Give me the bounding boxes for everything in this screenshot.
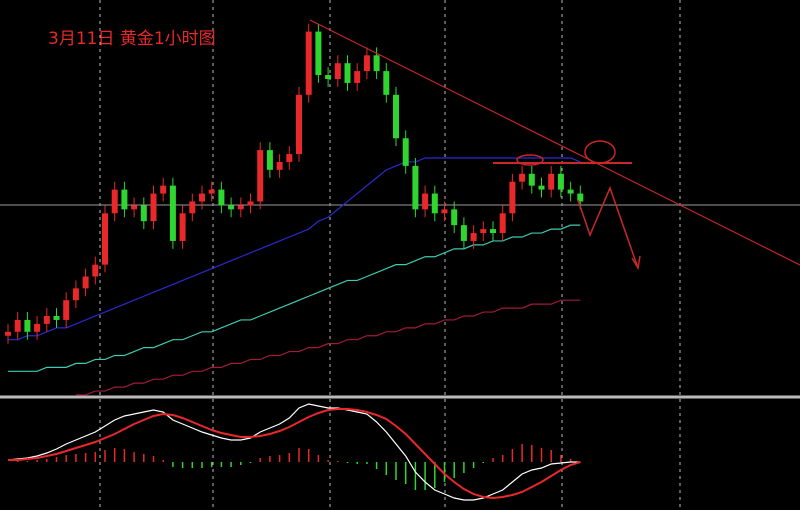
candle-body [53, 316, 60, 320]
candle-body [228, 205, 235, 210]
candle-body [325, 75, 332, 79]
candle-body [169, 185, 176, 241]
candle-body [199, 193, 205, 202]
candle-body [334, 63, 341, 79]
candle-body [402, 138, 409, 166]
candle-body [557, 173, 564, 190]
candle-body [548, 173, 555, 190]
candle-body [189, 201, 196, 214]
candle-body [460, 225, 467, 241]
candle-body [431, 193, 438, 214]
indicator-line [8, 224, 581, 372]
candle-body [373, 55, 380, 72]
candle-body [499, 213, 506, 234]
candle-body [344, 63, 351, 83]
indicator-line [75, 299, 581, 396]
candle-body [82, 276, 89, 289]
candle-body [92, 264, 99, 277]
annotations [309, 19, 800, 271]
candle-body [43, 316, 50, 324]
chart-title: 3月11日 黄金1小时图 [48, 29, 216, 49]
candle-body [14, 319, 21, 332]
candle-body [296, 94, 302, 155]
candle-body [305, 31, 312, 95]
candle-body [490, 229, 496, 234]
candle-body [528, 173, 535, 186]
candle-body [567, 189, 574, 194]
candle-body [315, 31, 322, 76]
candle-body [111, 189, 118, 214]
candle-body [354, 71, 361, 83]
candle-body [237, 205, 244, 210]
candle-body [208, 189, 215, 194]
candle-body [519, 173, 526, 182]
candle-body [72, 288, 79, 301]
indicator-line [8, 157, 581, 341]
candle-body [179, 213, 186, 241]
candle-body [218, 189, 225, 206]
candle-body [538, 185, 545, 190]
candle-body [140, 205, 147, 222]
candle-body [509, 181, 516, 214]
candle-body [286, 154, 293, 162]
indicator-line [8, 408, 581, 500]
candle-body [422, 193, 429, 210]
candle-body [451, 209, 458, 226]
candle-body [383, 71, 390, 95]
candle-body [131, 205, 138, 210]
candle-body [480, 229, 487, 234]
candle-body [160, 185, 167, 194]
candle-body [266, 150, 273, 170]
candle-body [393, 94, 399, 139]
candle-body [363, 55, 370, 72]
candle-body [257, 150, 264, 202]
candle-body [441, 209, 448, 214]
candle-body [63, 300, 70, 320]
candle-body [276, 161, 283, 170]
candle-body [5, 331, 11, 336]
candle-body [247, 201, 254, 206]
candle-body [412, 165, 419, 210]
candle-body [34, 323, 41, 332]
candle-body [577, 193, 584, 202]
candle-body [102, 213, 108, 265]
candle-body [24, 319, 31, 332]
candle-body [121, 189, 128, 210]
plot [5, 23, 584, 501]
candle-body [470, 233, 477, 241]
vertical-grid [99, 0, 681, 510]
candle-body [150, 193, 157, 222]
